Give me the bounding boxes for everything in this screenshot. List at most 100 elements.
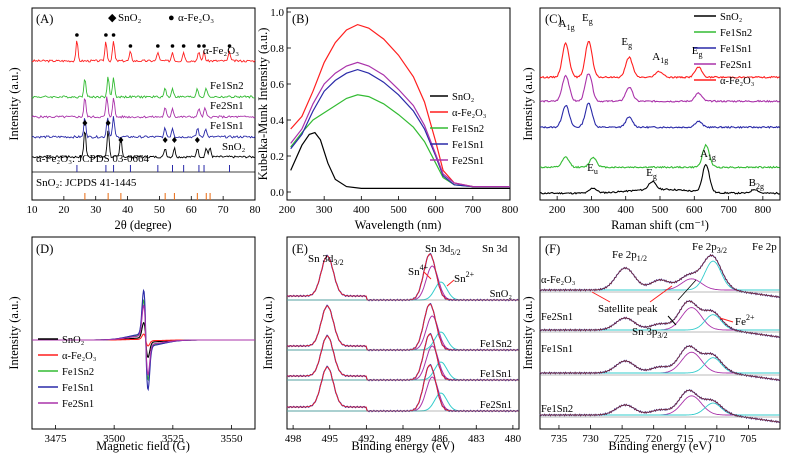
legend-label: α-Fe₂O₃ (452, 108, 487, 119)
sn3p32-label: Sn 3p3/2 (632, 326, 668, 340)
raman-curve (539, 102, 780, 129)
y-axis-tick-label: 0.8 (270, 43, 284, 55)
x-axis-tick-label: 40 (122, 204, 134, 216)
y-axis-label: Intensity (a.u.) (7, 67, 21, 140)
trace-label: Fe1Sn1 (480, 369, 512, 380)
x-axis-label: Magnetic field (G) (96, 439, 190, 453)
x-axis-tick-label: 600 (427, 204, 444, 216)
mode-label: B2g (749, 177, 764, 191)
fe2o3-peak-marker (202, 44, 206, 48)
uv-curve (290, 23, 510, 188)
legend-circle-marker: ● (168, 12, 175, 24)
x-axis-label: 2θ (degree) (115, 218, 172, 232)
legend-label: Fe1Sn2 (62, 367, 94, 378)
raman-curve (539, 41, 780, 79)
fe2o3-peak-marker (75, 33, 79, 37)
x-axis-label: Raman shift (cm⁻¹) (611, 218, 709, 232)
legend-label: α-Fe₂O₃ (62, 351, 97, 362)
x-axis-tick-label: 3550 (221, 433, 244, 445)
mode-label: A1g (652, 51, 668, 65)
series-label-fe1sn1: Fe1Sn1 (210, 120, 244, 132)
reference-sno2-label: SnO₂: JCPDS 41-1445 (36, 177, 137, 189)
x-axis-tick-label: 300 (583, 204, 600, 216)
x-axis-tick-label: 800 (502, 204, 519, 216)
y-axis-label: Intensity (a.u.) (7, 296, 21, 369)
panel-b-label: (B) (292, 12, 309, 26)
x-axis-tick-label: 500 (390, 204, 407, 216)
x-axis-tick-label: 600 (686, 204, 703, 216)
series-label-sno2: SnO₂ (222, 141, 246, 153)
fe2o3-peak-marker (128, 44, 133, 48)
sn4-label: Sn4+ (408, 263, 429, 278)
x-axis-tick-label: 70 (218, 204, 230, 216)
x-axis-tick-label: 700 (465, 204, 482, 216)
y-axis-label: Intensity (a.u.) (521, 296, 535, 369)
x-axis-tick-label: 735 (551, 433, 568, 445)
legend-label: SnO₂ (62, 335, 85, 346)
annotation-arrow (667, 315, 677, 326)
panel-a-label: (A) (36, 12, 53, 26)
y-axis-tick-label: 0.4 (270, 115, 284, 127)
fe2p12-label: Fe 2p1/2 (612, 249, 647, 263)
sno2-peak-marker (194, 137, 200, 143)
x-axis-tick-label: 300 (316, 204, 333, 216)
panel-d: (D) SnO₂ α-Fe₂O₃ Fe1Sn2 Fe1Sn1 Fe2Sn1 3475 35… (7, 236, 256, 453)
annotation-arrow (446, 279, 455, 287)
y-axis-tick-label: 0.6 (270, 79, 284, 91)
trace-label: SnO₂ (490, 289, 513, 300)
annotation-arrow (591, 291, 611, 303)
trace-label: Fe1Sn1 (541, 344, 573, 355)
x-axis-tick-label: 705 (740, 433, 757, 445)
sno2-peak-marker (118, 137, 124, 143)
xrd-curve (31, 40, 256, 63)
x-axis-tick-label: 50 (154, 204, 166, 216)
legend-label: Fe1Sn1 (720, 44, 752, 55)
legend-label: Fe1Sn1 (452, 140, 484, 151)
panel-e: (E) SnO₂ Fe1Sn2 Fe1Sn1 Fe2Sn1 Sn 3d3/2 Sn 3d… (261, 236, 522, 453)
fe2-label: Fe2+ (735, 313, 755, 328)
fe2p32-label: Fe 2p3/2 (692, 241, 727, 255)
x-axis-tick-label: 486 (431, 433, 448, 445)
mode-label: Eg (646, 167, 657, 181)
raman-curve (539, 73, 780, 103)
reference-fe2o3-label: α-Fe₂O₃: JCPDS 03-0664 (36, 153, 150, 165)
x-axis-label: Binding energy (eV) (351, 439, 454, 453)
x-axis-tick-label: 3475 (44, 433, 67, 445)
sno2-peak-marker (162, 137, 168, 143)
fe2o3-peak-marker (227, 44, 232, 48)
sn3d52-label: Sn 3d5/2 (425, 243, 461, 257)
xrd-curve (31, 76, 255, 99)
x-axis-tick-label: 60 (186, 204, 198, 216)
y-axis-tick-label: 0.2 (270, 151, 284, 163)
legend-label: SnO₂ (452, 92, 475, 103)
x-axis-tick-label: 489 (395, 433, 412, 445)
x-axis-tick-label: 200 (549, 204, 566, 216)
legend-label: SnO₂ (720, 12, 743, 23)
x-axis-tick-label: 10 (27, 204, 39, 216)
sn3d32-label: Sn 3d3/2 (308, 253, 344, 267)
y-axis-label: Intensity (a.u.) (521, 67, 535, 140)
series-label-fe2o3: α-Fe₂O₃ (203, 45, 239, 57)
annotation-arrow (719, 317, 734, 323)
fe2o3-peak-marker (156, 44, 160, 48)
x-axis-tick-label: 710 (709, 433, 726, 445)
trace-label: Fe2Sn1 (541, 312, 573, 323)
uv-curve (290, 131, 510, 189)
x-axis-tick-label: 3525 (162, 433, 185, 445)
legend-label: α-Fe₂O₃ (720, 76, 755, 87)
xps-fit-curve (539, 300, 780, 338)
x-axis-tick-label: 700 (720, 204, 737, 216)
x-axis-tick-label: 500 (652, 204, 669, 216)
x-axis-tick-label: 200 (279, 204, 296, 216)
fe2o3-peak-marker (170, 44, 175, 48)
series-label-fe1sn2: Fe1Sn2 (210, 80, 244, 92)
x-axis-tick-label: 80 (250, 204, 262, 216)
legend-fe2o3-label: α-Fe₂O₃ (178, 12, 214, 24)
x-axis-tick-label: 730 (582, 433, 599, 445)
uv-curve (290, 68, 510, 188)
fe2o3-peak-marker (104, 33, 108, 37)
legend-sno2-label: SnO₂ (118, 12, 142, 24)
legend-label: Fe1Sn2 (720, 28, 752, 39)
annotation-arrow (649, 285, 673, 303)
panel-f: (F) α-Fe₂O₃ Fe2Sn1 Fe1Sn1 Fe1Sn2 Fe 2p1/2 Fe … (521, 236, 781, 453)
